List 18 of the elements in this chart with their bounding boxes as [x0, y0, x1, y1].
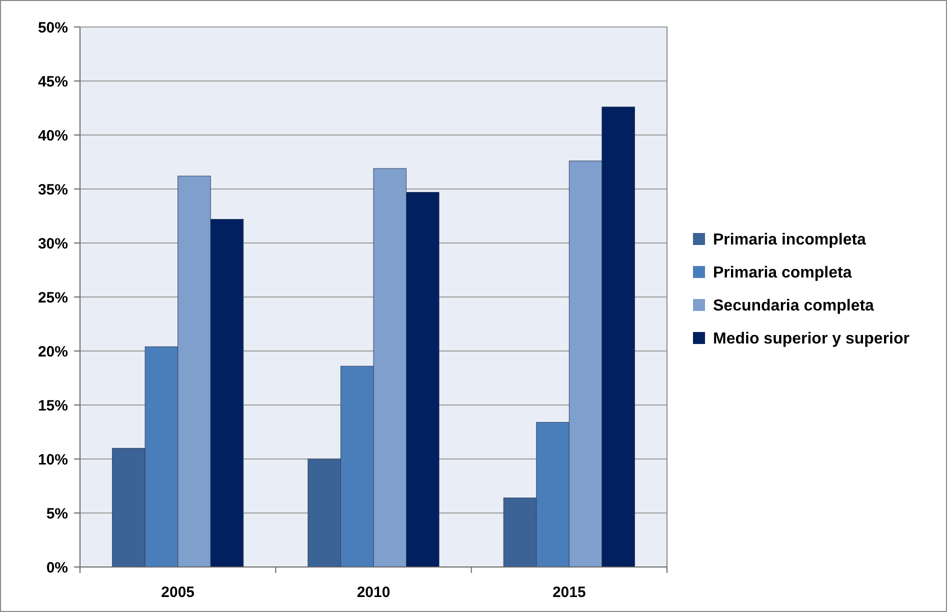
- x-tick-label: 2005: [161, 584, 195, 601]
- legend-label: Secundaria completa: [713, 298, 874, 315]
- legend-label: Medio superior y superior: [713, 330, 910, 348]
- y-tick-label: 25%: [38, 289, 68, 306]
- y-tick-label: 30%: [38, 235, 68, 252]
- x-tick-label: 2010: [356, 584, 390, 601]
- y-tick-label: 45%: [38, 73, 68, 90]
- y-tick-label: 10%: [38, 451, 68, 468]
- legend-label: Primaria incompleta: [713, 232, 866, 249]
- y-tick-label: 5%: [46, 505, 68, 522]
- y-tick-label: 40%: [38, 127, 68, 144]
- y-tick-label: 35%: [38, 181, 68, 198]
- legend-label: Primaria completa: [713, 264, 852, 282]
- y-tick-label: 15%: [38, 397, 68, 414]
- y-tick-label: 20%: [38, 343, 68, 360]
- y-tick-label: 50%: [38, 19, 68, 36]
- x-tick-label: 2015: [552, 584, 586, 601]
- y-tick-label: 0%: [46, 559, 68, 576]
